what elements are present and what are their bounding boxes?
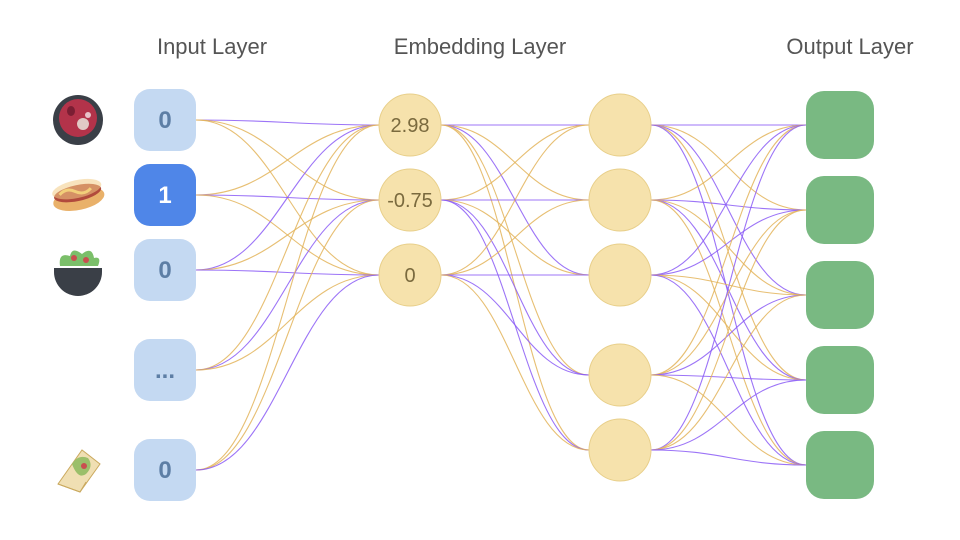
output-node xyxy=(806,431,874,499)
edge xyxy=(651,200,806,210)
input-node-label: 0 xyxy=(158,107,171,134)
edge xyxy=(196,125,379,470)
edge xyxy=(196,275,379,470)
edge xyxy=(441,200,589,275)
edge xyxy=(441,125,589,200)
edge xyxy=(441,275,589,450)
edge xyxy=(196,275,379,370)
hidden-node xyxy=(589,419,651,481)
edge xyxy=(651,125,806,380)
edge xyxy=(651,200,806,465)
output-node xyxy=(806,176,874,244)
edge xyxy=(651,295,806,375)
input-node-label: 0 xyxy=(158,457,171,484)
input-node-label: ... xyxy=(155,357,175,384)
salad-icon xyxy=(54,250,102,296)
wrap-icon xyxy=(58,450,100,492)
edge xyxy=(651,210,806,450)
edge xyxy=(441,200,589,375)
hidden-node xyxy=(589,344,651,406)
edge xyxy=(651,125,806,465)
edge xyxy=(196,120,379,125)
hidden-node xyxy=(589,244,651,306)
input-node-label: 1 xyxy=(158,182,171,209)
embedding-node-label: -0.75 xyxy=(387,190,433,212)
edge xyxy=(441,275,589,375)
edge xyxy=(196,200,379,370)
embedding-node-label: 2.98 xyxy=(391,115,430,137)
output-node xyxy=(806,346,874,414)
hidden-node xyxy=(589,169,651,231)
edge xyxy=(196,200,379,470)
hotdog-icon xyxy=(50,175,106,215)
edge xyxy=(196,125,379,370)
hidden-node xyxy=(589,94,651,156)
soup-icon xyxy=(53,95,103,145)
embedding-node-label: 0 xyxy=(404,265,415,287)
output-node xyxy=(806,261,874,329)
network-svg: 0 1 0... 0 2.98 -0.75 0 xyxy=(0,0,960,540)
output-node xyxy=(806,91,874,159)
edge xyxy=(651,200,806,295)
edge xyxy=(196,270,379,275)
edge xyxy=(651,210,806,375)
edge xyxy=(651,200,806,380)
input-node-label: 0 xyxy=(158,257,171,284)
